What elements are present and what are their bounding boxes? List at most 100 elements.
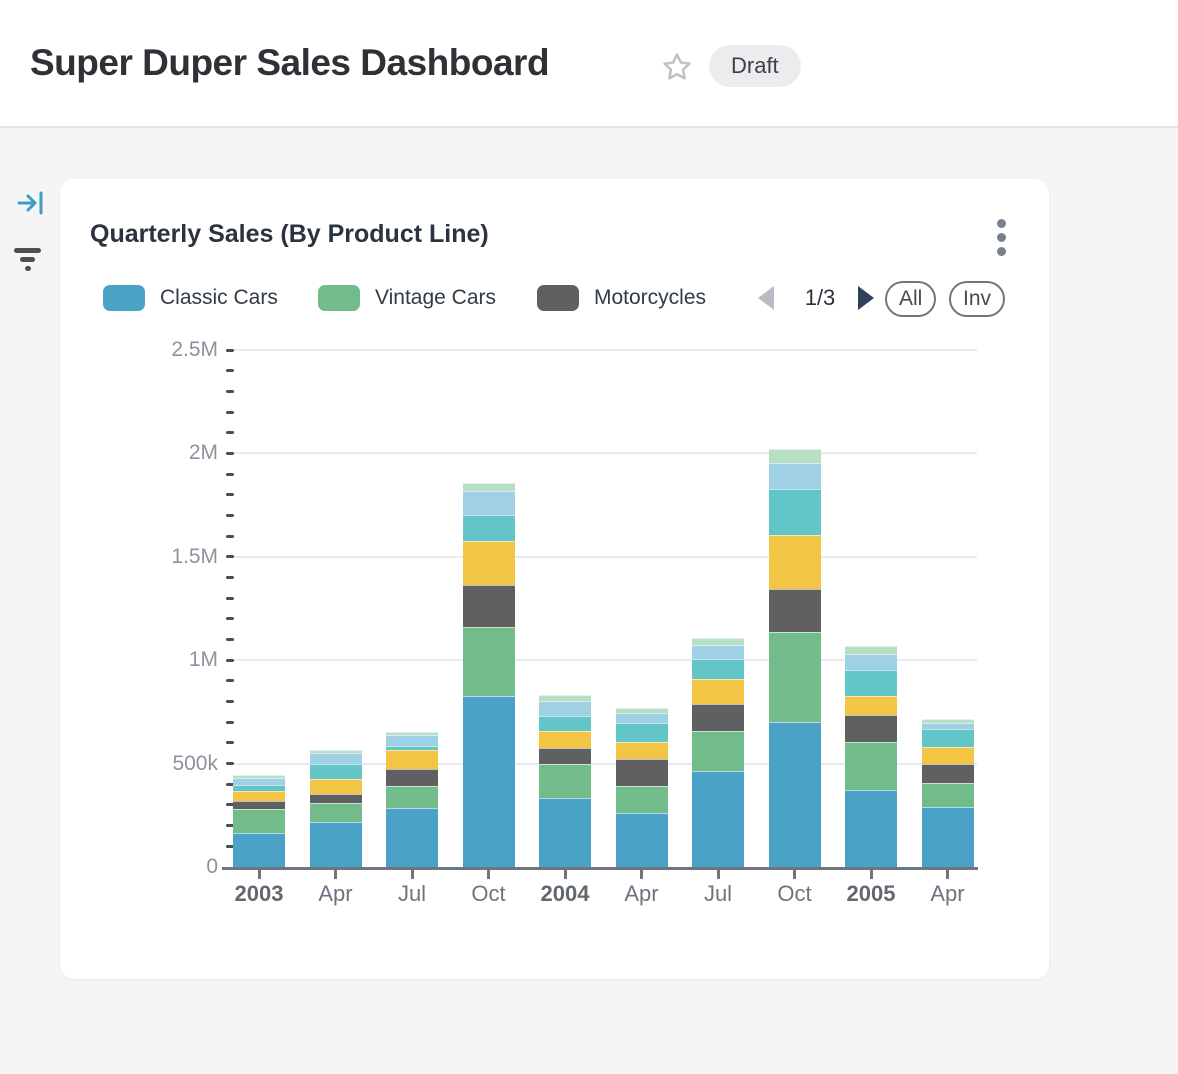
legend-item-classic-cars[interactable]: Classic Cars bbox=[103, 283, 278, 313]
bar-segment bbox=[768, 489, 821, 535]
x-axis-tick bbox=[257, 870, 261, 879]
legend-swatch bbox=[103, 285, 145, 311]
bar-segment bbox=[845, 741, 897, 791]
bar-segment bbox=[921, 763, 974, 784]
bar-segment bbox=[386, 786, 438, 809]
legend-item-vintage-cars[interactable]: Vintage Cars bbox=[318, 283, 496, 313]
bar-segment bbox=[462, 490, 515, 516]
bar-segment bbox=[768, 449, 821, 463]
bar-column[interactable] bbox=[615, 708, 668, 867]
x-axis-label: Apr bbox=[318, 881, 353, 906]
page-title: Super Duper Sales Dashboard bbox=[30, 42, 550, 83]
x-axis-tick bbox=[793, 870, 796, 879]
x-axis-tick bbox=[487, 870, 490, 879]
x-axis-tick bbox=[563, 870, 567, 879]
legend-swatch bbox=[537, 285, 579, 311]
bar-segment bbox=[539, 797, 591, 867]
bar-segment bbox=[845, 790, 897, 867]
bar-segment bbox=[539, 747, 591, 765]
x-axis-label: Jul bbox=[397, 881, 427, 906]
x-axis-tick bbox=[334, 870, 337, 879]
bar-column[interactable] bbox=[309, 749, 362, 867]
y-axis-minor-tick bbox=[226, 472, 234, 476]
y-axis-minor-tick bbox=[226, 534, 234, 538]
bar-segment bbox=[921, 729, 974, 747]
y-axis-minor-tick bbox=[226, 555, 234, 559]
y-axis-minor-tick bbox=[226, 741, 234, 745]
y-axis-minor-tick bbox=[226, 700, 234, 704]
bar-segment bbox=[462, 541, 515, 586]
bar-column[interactable] bbox=[768, 449, 821, 867]
x-axis-label: 2005 bbox=[846, 881, 896, 906]
bar-segment bbox=[462, 627, 515, 696]
y-axis-minor-tick bbox=[226, 575, 234, 579]
legend-label: Classic Cars bbox=[160, 286, 278, 309]
bar-segment bbox=[386, 768, 438, 787]
gridline bbox=[228, 659, 977, 662]
bar-column[interactable] bbox=[921, 718, 974, 867]
bar-segment bbox=[768, 462, 821, 490]
bar-segment bbox=[386, 808, 438, 867]
x-axis-label: 2004 bbox=[540, 881, 590, 906]
y-axis-minor-tick bbox=[226, 824, 234, 828]
y-axis-minor-tick bbox=[226, 762, 234, 766]
x-axis-tick bbox=[716, 870, 720, 879]
bar-column[interactable] bbox=[539, 694, 591, 867]
x-axis-label: Oct bbox=[471, 881, 506, 906]
y-axis-minor-tick bbox=[226, 617, 234, 621]
more-options-icon[interactable] bbox=[993, 219, 1009, 259]
bar-segment bbox=[386, 749, 438, 769]
x-axis-tick bbox=[946, 870, 949, 879]
y-axis-minor-tick bbox=[226, 596, 234, 600]
chart-card: Quarterly Sales (By Product Line) Classi… bbox=[60, 179, 1049, 979]
bar-segment bbox=[692, 730, 744, 771]
y-axis-label: 1.5M bbox=[171, 544, 218, 568]
y-axis-minor-tick bbox=[226, 451, 234, 455]
x-axis-tick bbox=[410, 870, 414, 879]
legend-label: Vintage Cars bbox=[375, 286, 497, 309]
bar-segment bbox=[615, 723, 668, 743]
bar-segment bbox=[615, 785, 668, 814]
bar-segment bbox=[845, 715, 897, 742]
y-axis-minor-tick bbox=[226, 369, 234, 373]
x-axis-label: Apr bbox=[930, 881, 965, 906]
bar-segment bbox=[615, 813, 668, 867]
expand-panel-icon[interactable] bbox=[16, 189, 46, 224]
x-axis-label: Jul bbox=[703, 881, 733, 906]
bar-segment bbox=[233, 790, 285, 802]
bar-segment bbox=[309, 778, 362, 795]
bar-segment bbox=[233, 832, 285, 867]
bar-segment bbox=[462, 515, 515, 542]
y-axis-minor-tick bbox=[226, 782, 234, 786]
select-all-button[interactable]: All bbox=[885, 281, 937, 317]
bar-column[interactable] bbox=[692, 637, 744, 867]
y-axis-label: 500k bbox=[172, 751, 218, 775]
bar-segment bbox=[539, 715, 591, 732]
bar-column[interactable] bbox=[233, 775, 285, 867]
bar-column[interactable] bbox=[845, 646, 897, 867]
legend-prev-page-icon[interactable] bbox=[758, 286, 774, 310]
bar-column[interactable] bbox=[462, 483, 515, 867]
invert-selection-button[interactable]: Inv bbox=[949, 281, 1006, 317]
bar-segment bbox=[921, 783, 974, 808]
y-axis-minor-tick bbox=[226, 493, 234, 497]
bar-segment bbox=[462, 695, 515, 867]
x-axis-tick bbox=[869, 870, 873, 879]
bar-segment bbox=[692, 645, 744, 659]
x-axis-label: Oct bbox=[777, 881, 812, 906]
bar-segment bbox=[845, 646, 897, 654]
legend-next-page-icon[interactable] bbox=[858, 286, 874, 310]
bar-segment bbox=[233, 809, 285, 833]
y-axis-minor-tick bbox=[226, 389, 234, 393]
y-axis-minor-tick bbox=[226, 348, 234, 352]
bar-segment bbox=[768, 722, 821, 867]
y-axis-minor-tick bbox=[226, 513, 234, 517]
y-axis-minor-tick bbox=[226, 431, 234, 435]
bar-column[interactable] bbox=[386, 732, 438, 867]
y-axis-minor-tick bbox=[226, 844, 234, 848]
bar-segment bbox=[386, 735, 438, 747]
legend-item-motorcycles[interactable]: Motorcycles bbox=[537, 283, 706, 313]
bar-segment bbox=[845, 696, 897, 716]
favorite-star-icon[interactable] bbox=[660, 50, 694, 84]
filter-icon[interactable] bbox=[13, 243, 43, 280]
